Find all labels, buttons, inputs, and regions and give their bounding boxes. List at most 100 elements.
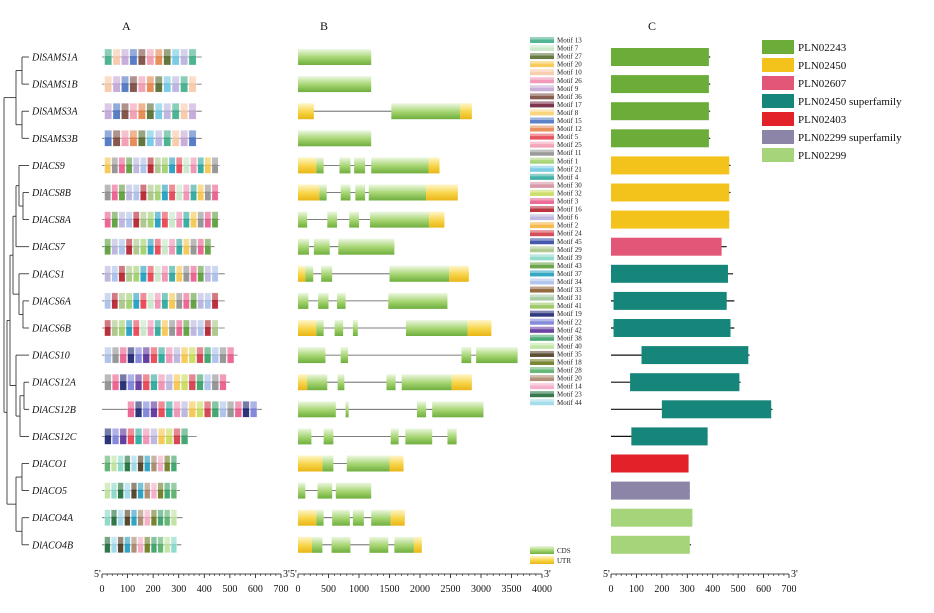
motif-box xyxy=(173,401,181,418)
motif-box xyxy=(183,157,190,174)
motif-box xyxy=(219,374,227,391)
motif-highlight xyxy=(180,76,188,84)
domain-row xyxy=(611,237,727,256)
motif-legend-shine xyxy=(530,77,554,80)
motif-highlight xyxy=(172,103,180,111)
gene-label: DlACO5 xyxy=(31,486,67,497)
cds-box xyxy=(405,320,468,336)
a-tick-label: 700 xyxy=(274,584,289,595)
motif-box xyxy=(171,48,180,66)
motif-legend-swatch xyxy=(530,286,554,293)
motif-highlight xyxy=(171,455,177,463)
c-end5: 5' xyxy=(603,569,610,580)
cds-box xyxy=(298,401,336,418)
motif-box xyxy=(112,428,120,445)
motif-highlight xyxy=(211,401,219,409)
motif-highlight xyxy=(188,347,196,355)
motif-highlight xyxy=(124,536,131,544)
motif-box xyxy=(197,238,204,255)
motif-legend-swatch xyxy=(530,69,554,76)
motif-box xyxy=(124,536,131,553)
motif-box xyxy=(170,509,177,526)
utr-box xyxy=(298,265,306,282)
motif-box xyxy=(171,75,180,93)
motif-legend-swatch xyxy=(530,214,554,221)
motif-highlight xyxy=(119,374,127,382)
motif-legend-label: Motif 4 xyxy=(557,173,579,181)
a-tick-label: 200 xyxy=(146,584,161,595)
motif-highlight xyxy=(190,320,197,327)
motif-box xyxy=(154,319,161,337)
motif-row xyxy=(102,292,225,310)
motif-legend-swatch xyxy=(530,399,554,406)
motif-highlight xyxy=(127,347,135,355)
motif-box xyxy=(183,292,190,310)
motif-legend-label: Motif 31 xyxy=(557,294,582,302)
motif-legend-swatch xyxy=(530,310,554,317)
motif-box xyxy=(190,238,197,255)
motif-legend-label: Motif 26 xyxy=(557,77,582,85)
gene-legend-swatch xyxy=(530,556,554,564)
utr-box xyxy=(298,374,308,391)
motif-highlight xyxy=(190,184,197,192)
motif-highlight xyxy=(180,103,188,111)
motif-highlight xyxy=(164,536,171,544)
motif-box xyxy=(164,482,171,499)
cds-box xyxy=(298,292,309,309)
motif-highlight xyxy=(129,76,138,84)
motif-box xyxy=(188,130,197,147)
motif-legend-swatch xyxy=(530,141,554,148)
motif-highlight xyxy=(119,347,127,355)
motif-box xyxy=(197,319,204,337)
motif-legend-shine xyxy=(530,101,554,104)
motif-highlight xyxy=(127,428,135,436)
cds-box xyxy=(368,184,427,201)
motif-box xyxy=(111,509,117,526)
domain-box xyxy=(611,481,690,500)
motif-highlight xyxy=(204,292,211,300)
motif-legend-label: Motif 15 xyxy=(557,117,582,125)
gene-label: DlACS7 xyxy=(31,242,66,253)
gene-structure-row xyxy=(298,320,492,336)
motif-box xyxy=(219,401,227,418)
motif-box xyxy=(204,211,212,228)
motif-highlight xyxy=(133,265,140,273)
motif-box xyxy=(119,428,127,445)
motif-highlight xyxy=(138,49,146,56)
cds-box xyxy=(337,292,346,309)
motif-box xyxy=(104,346,112,364)
cds-box xyxy=(345,401,349,418)
domain-box xyxy=(641,346,749,365)
motif-box xyxy=(118,238,126,255)
motif-box xyxy=(211,157,219,174)
a-tick-label: 600 xyxy=(248,584,263,595)
motif-row xyxy=(102,211,220,228)
motif-highlight xyxy=(127,374,135,382)
motif-box xyxy=(117,482,124,499)
b-tick-label: 3500 xyxy=(502,584,522,595)
motif-highlight xyxy=(197,238,204,246)
cds-box xyxy=(476,347,518,364)
utr-box xyxy=(467,320,492,336)
motif-legend-shine xyxy=(530,141,554,145)
gene-structure-row xyxy=(298,130,372,147)
motif-box xyxy=(147,319,154,337)
utr-box xyxy=(460,103,472,120)
motif-box xyxy=(133,292,140,310)
cds-box xyxy=(335,482,372,499)
motif-legend-label: Motif 1 xyxy=(557,157,579,165)
motif-legend-label: Motif 32 xyxy=(557,189,582,197)
motif-highlight xyxy=(117,455,124,463)
motif-highlight xyxy=(168,211,176,219)
motif-highlight xyxy=(117,536,124,544)
motif-legend-swatch xyxy=(530,334,554,341)
motif-legend-label: Motif 11 xyxy=(557,149,582,157)
motif-legend-label: Motif 19 xyxy=(557,310,582,318)
motif-highlight xyxy=(188,374,196,382)
motif-box xyxy=(144,536,151,553)
motif-highlight xyxy=(183,292,190,300)
motif-box xyxy=(161,211,169,228)
motif-legend-swatch xyxy=(530,149,554,156)
motif-legend-shine xyxy=(530,149,554,153)
domain-legend-swatch xyxy=(762,112,794,126)
